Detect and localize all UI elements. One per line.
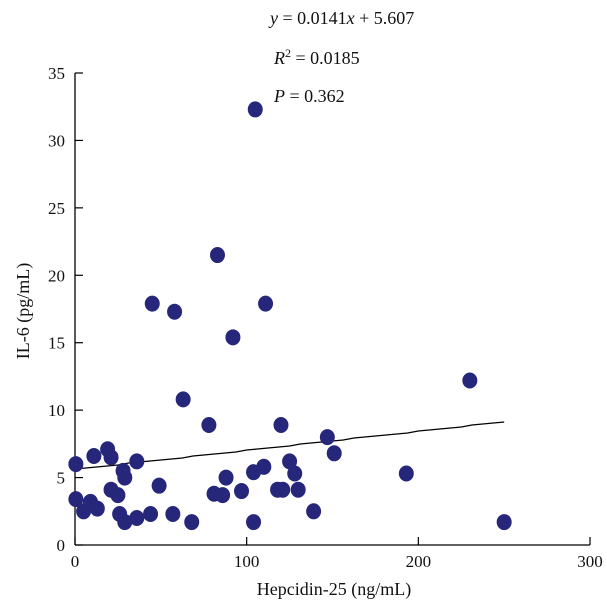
y-tick-label: 35	[48, 64, 65, 83]
r-squared-exponent: 2	[285, 46, 291, 60]
data-point	[129, 510, 145, 527]
equation-intercept: + 5.607	[354, 8, 415, 28]
data-point	[218, 469, 234, 486]
y-tick-label: 0	[57, 536, 66, 555]
data-point	[319, 429, 335, 446]
p-value-value: = 0.362	[285, 86, 345, 106]
y-tick-label: 30	[48, 131, 65, 150]
data-point	[287, 465, 303, 482]
data-point	[258, 295, 274, 312]
data-point	[282, 453, 298, 470]
equation-y-var: y	[270, 8, 278, 28]
data-point	[143, 505, 159, 522]
data-point	[209, 247, 225, 264]
axes: 0 5 10 15 20 25 30 35 0 100 200 300	[48, 64, 603, 571]
y-tick-label: 20	[48, 266, 65, 285]
y-axis-title: IL-6 (pg/mL)	[13, 263, 34, 359]
data-point	[165, 505, 181, 522]
data-point	[225, 329, 241, 346]
regression-equation: y = 0.0141x + 5.607	[270, 8, 414, 29]
data-point	[462, 372, 478, 389]
data-point	[306, 503, 322, 520]
x-tick-label: 300	[577, 552, 603, 571]
equation-x-var: x	[346, 8, 355, 28]
data-point	[167, 303, 183, 320]
x-tick-label: 0	[71, 552, 80, 571]
y-tick-label: 25	[48, 199, 65, 218]
data-point	[175, 391, 191, 408]
data-point	[273, 416, 289, 433]
regression-line-layer	[74, 421, 505, 470]
data-point	[256, 458, 272, 475]
regression-line	[74, 421, 505, 470]
r-squared-symbol: R	[274, 48, 285, 68]
data-point	[110, 487, 126, 504]
data-point	[68, 456, 84, 473]
data-point	[144, 295, 160, 312]
r-squared-annotation: R2 = 0.0185	[274, 46, 360, 69]
data-point	[496, 514, 512, 531]
data-point	[246, 514, 262, 531]
data-point	[247, 101, 263, 118]
data-point	[151, 477, 167, 494]
data-point	[89, 500, 105, 517]
data-point	[68, 491, 84, 508]
data-point	[86, 447, 102, 464]
y-tick-label: 10	[48, 401, 65, 420]
r-squared-value: = 0.0185	[291, 48, 360, 68]
data-point	[398, 465, 414, 482]
data-point	[215, 487, 231, 504]
equation-slope: = 0.0141	[278, 8, 347, 28]
data-point	[326, 445, 342, 462]
data-point	[184, 514, 200, 531]
x-tick-label: 200	[406, 552, 432, 571]
p-value-symbol: P	[274, 86, 285, 106]
data-point	[290, 481, 306, 498]
data-points	[68, 101, 512, 531]
x-tick-label: 100	[234, 552, 260, 571]
data-point	[275, 481, 291, 498]
data-point	[117, 514, 133, 531]
y-tick-label: 5	[57, 469, 66, 488]
p-value-annotation: P = 0.362	[274, 86, 345, 107]
data-point	[129, 453, 145, 470]
data-point	[117, 469, 133, 486]
data-point	[201, 416, 217, 433]
y-tick-label: 15	[48, 334, 65, 353]
x-axis-title: Hepcidin-25 (ng/mL)	[257, 579, 411, 600]
data-point	[103, 449, 119, 466]
data-point	[234, 483, 250, 500]
